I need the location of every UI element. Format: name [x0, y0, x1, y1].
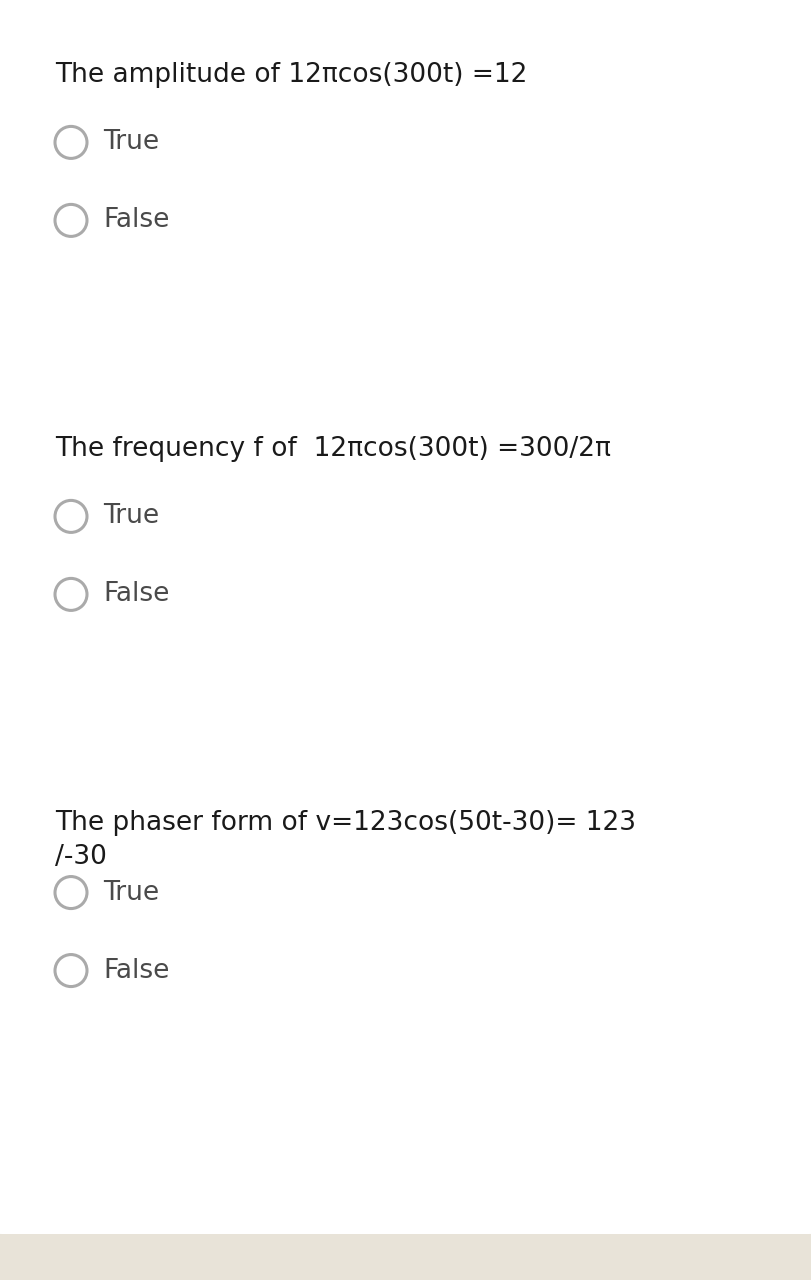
Text: True: True — [103, 129, 159, 155]
Text: True: True — [103, 503, 159, 530]
Text: False: False — [103, 581, 169, 608]
FancyBboxPatch shape — [0, 369, 811, 765]
FancyBboxPatch shape — [0, 742, 811, 1234]
FancyBboxPatch shape — [0, 0, 811, 390]
Text: False: False — [103, 207, 169, 233]
Text: True: True — [103, 879, 159, 905]
Text: The frequency f of  12πcos(300t) =300/2π: The frequency f of 12πcos(300t) =300/2π — [55, 436, 611, 462]
Text: The amplitude of 12πcos(300t) =12: The amplitude of 12πcos(300t) =12 — [55, 61, 527, 88]
Text: False: False — [103, 957, 169, 983]
Text: The phaser form of v=123cos(50t-30)= 123
/-30: The phaser form of v=123cos(50t-30)= 123… — [55, 810, 636, 870]
